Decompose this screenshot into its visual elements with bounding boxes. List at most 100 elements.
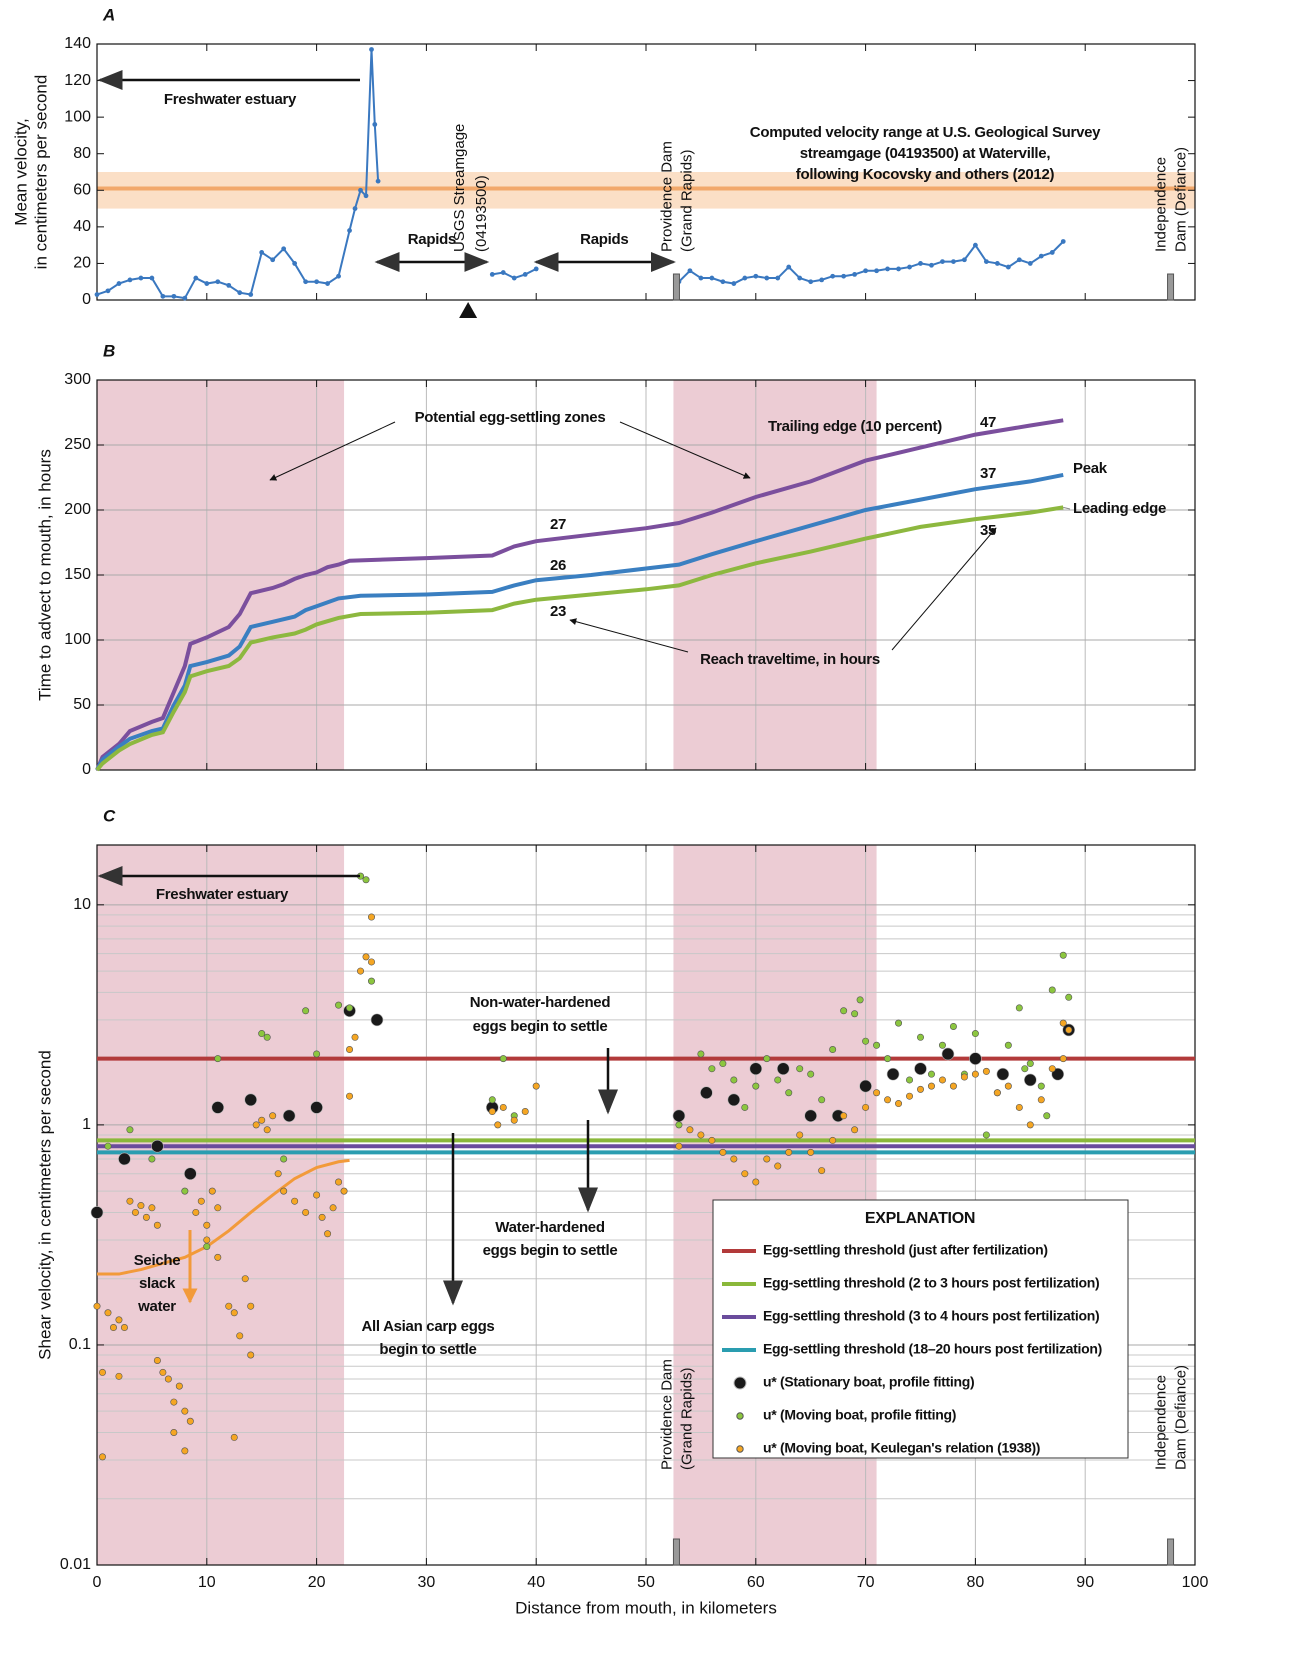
shear-point bbox=[949, 1022, 957, 1030]
panel-label: C bbox=[103, 806, 116, 825]
y-axis-label: in centimeters per second bbox=[31, 75, 50, 270]
shear-point bbox=[895, 1100, 903, 1108]
shear-point bbox=[730, 1155, 738, 1163]
shear-point bbox=[175, 1382, 183, 1390]
series-label: Trailing edge (10 percent) bbox=[768, 418, 942, 435]
shear-point bbox=[906, 1076, 914, 1084]
velocity-point bbox=[489, 272, 495, 277]
dam bbox=[672, 273, 680, 301]
velocity-point bbox=[363, 193, 369, 199]
shear-point bbox=[938, 1041, 946, 1049]
reach-time: 27 bbox=[550, 516, 566, 533]
dam-label: Dam (Defiance) bbox=[1173, 147, 1190, 252]
velocity-point bbox=[160, 293, 166, 299]
x-tick-label: 60 bbox=[747, 1574, 765, 1591]
shear-point bbox=[862, 1037, 870, 1045]
x-tick-label: 40 bbox=[527, 1574, 545, 1591]
y-tick-label: 40 bbox=[73, 218, 91, 235]
shear-point bbox=[727, 1093, 741, 1107]
shear-point bbox=[741, 1103, 749, 1111]
shear-point bbox=[197, 1197, 205, 1205]
shear-point bbox=[993, 1089, 1001, 1097]
y-tick-label: 60 bbox=[73, 182, 91, 199]
shear-point bbox=[367, 977, 375, 985]
dam-label: Providence Dam bbox=[658, 1359, 675, 1470]
velocity-point bbox=[841, 273, 847, 279]
series-label: Leading edge bbox=[1073, 500, 1166, 517]
reach-time: 23 bbox=[550, 603, 566, 620]
legend-label: u* (Stationary boat, profile fitting) bbox=[763, 1374, 974, 1390]
shear-point bbox=[697, 1050, 705, 1058]
y-tick-label: 200 bbox=[64, 501, 91, 518]
velocity-point bbox=[1005, 264, 1011, 270]
panel-label: A bbox=[102, 5, 115, 24]
velocity-point bbox=[918, 261, 923, 266]
shear-point bbox=[818, 1167, 826, 1175]
shear-point bbox=[370, 1013, 384, 1027]
shear-point bbox=[884, 1055, 892, 1063]
annotation: water bbox=[137, 1298, 176, 1315]
velocity-point bbox=[149, 275, 155, 281]
velocity-point bbox=[325, 281, 330, 286]
velocity-point bbox=[1016, 257, 1022, 263]
shear-point bbox=[1065, 993, 1073, 1001]
annotation: streamgage (04193500) at Waterville, bbox=[800, 145, 1051, 162]
y-tick-label: 100 bbox=[64, 108, 91, 125]
velocity-point bbox=[808, 279, 814, 285]
shear-point bbox=[282, 1109, 296, 1123]
legend-label: u* (Moving boat, profile fitting) bbox=[763, 1407, 956, 1423]
velocity-point bbox=[511, 275, 517, 281]
velocity-point bbox=[105, 288, 111, 294]
shear-point bbox=[181, 1447, 189, 1455]
shear-point bbox=[346, 1046, 354, 1054]
shear-point bbox=[258, 1030, 266, 1038]
shear-point bbox=[280, 1187, 288, 1195]
shear-point bbox=[873, 1089, 881, 1097]
shear-point bbox=[510, 1116, 518, 1124]
y-tick-label: 100 bbox=[64, 631, 91, 648]
shear-point bbox=[807, 1148, 815, 1156]
shear-point bbox=[1059, 951, 1067, 959]
shear-point bbox=[840, 1007, 848, 1015]
x-tick-label: 70 bbox=[857, 1574, 875, 1591]
shear-point bbox=[181, 1187, 189, 1195]
shear-point bbox=[291, 1197, 299, 1205]
shear-point bbox=[938, 1076, 946, 1084]
shear-point bbox=[749, 1062, 763, 1076]
shear-point bbox=[93, 1302, 101, 1310]
shear-point bbox=[181, 1407, 189, 1415]
y-tick-label: 0.1 bbox=[69, 1336, 91, 1353]
shear-point bbox=[499, 1055, 507, 1063]
dam-label: Dam (Defiance) bbox=[1173, 1365, 1190, 1470]
annotation: eggs begin to settle bbox=[473, 1018, 608, 1035]
x-tick-label: 50 bbox=[637, 1574, 655, 1591]
shear-point bbox=[949, 1082, 957, 1090]
shear-point bbox=[785, 1089, 793, 1097]
shear-point bbox=[886, 1067, 900, 1081]
arrow bbox=[269, 421, 396, 481]
shear-point bbox=[895, 1019, 903, 1027]
shear-point bbox=[131, 1208, 139, 1216]
shear-point bbox=[164, 1375, 172, 1383]
seiche-curve bbox=[97, 1158, 350, 1276]
y-tick-label: 140 bbox=[64, 35, 91, 52]
velocity-point bbox=[720, 279, 726, 285]
shear-point bbox=[159, 1368, 167, 1376]
annotation: Reach traveltime, in hours bbox=[700, 651, 880, 668]
y-tick-label: 300 bbox=[64, 371, 91, 388]
shear-point bbox=[1026, 1060, 1034, 1068]
annotation: following Kocovsky and others (2012) bbox=[796, 166, 1055, 183]
shear-point bbox=[488, 1096, 496, 1104]
shear-point bbox=[184, 1167, 197, 1181]
shear-point bbox=[752, 1082, 760, 1090]
shear-point bbox=[1037, 1082, 1045, 1090]
velocity-point bbox=[994, 261, 1000, 266]
velocity-point bbox=[248, 292, 254, 297]
shear-point bbox=[969, 1052, 982, 1065]
y-tick-label: 0 bbox=[82, 291, 91, 308]
shear-point bbox=[776, 1062, 790, 1076]
velocity-point bbox=[874, 268, 879, 274]
shear-point bbox=[340, 1187, 348, 1195]
shear-point bbox=[203, 1236, 211, 1244]
legend-label: Egg-settling threshold (just after ferti… bbox=[763, 1242, 1048, 1258]
